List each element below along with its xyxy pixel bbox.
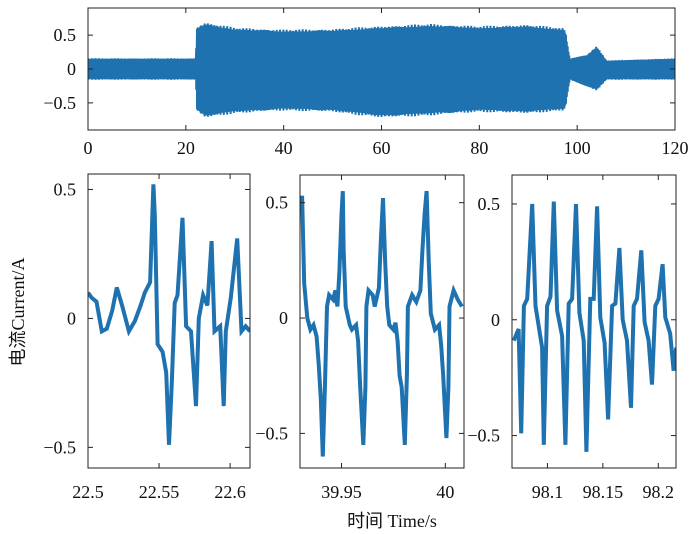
x-tick-label: 98.15 <box>583 482 624 502</box>
signal-line <box>88 184 250 445</box>
y-tick-label: 0.5 <box>478 194 501 214</box>
y-tick-label: 0 <box>67 308 76 328</box>
y-tick-label: 0 <box>279 308 288 328</box>
y-tick-label: 0.5 <box>54 25 77 45</box>
subplot-zoom-22.5: 22.5 22.55 22.6 0.5 0 −0.5 <box>43 173 251 502</box>
y-tick-label: 0 <box>67 59 76 79</box>
x-tick-label: 120 <box>662 138 689 158</box>
y-tick-label: 0.5 <box>266 193 289 213</box>
x-tick-label: 22.55 <box>139 482 180 502</box>
axes-box <box>87 173 251 469</box>
x-tick-label: 98.1 <box>532 482 564 502</box>
signal-line <box>512 201 676 452</box>
x-tick-label: 22.5 <box>72 482 104 502</box>
x-tick-label: 40 <box>436 482 454 502</box>
axes-box <box>511 174 677 469</box>
y-tick-label: −0.5 <box>255 423 288 443</box>
x-tick-label: 20 <box>177 138 195 158</box>
signal-line <box>300 190 464 457</box>
x-tick-label: 22.6 <box>214 482 246 502</box>
x-tick-label: 39.95 <box>321 482 362 502</box>
y-tick-label: −0.5 <box>467 426 500 446</box>
x-tick-label: 40 <box>275 138 293 158</box>
signal-envelope <box>88 24 675 116</box>
x-tick-label: 80 <box>470 138 488 158</box>
x-tick-label: 100 <box>564 138 591 158</box>
x-axis-label: 时间 Time/s <box>347 511 437 531</box>
x-tick-label: 98.2 <box>643 482 675 502</box>
axes-box <box>299 174 465 469</box>
x-tick-label: 0 <box>84 138 93 158</box>
y-tick-label: 0.5 <box>54 179 77 199</box>
y-tick-label: −0.5 <box>43 93 76 113</box>
subplot-zoom-39.95: 39.95 40 0.5 0 −0.5 <box>255 174 465 502</box>
y-tick-label: −0.5 <box>43 437 76 457</box>
y-axis-label: 电流Current/A <box>8 258 28 367</box>
y-tick-label: 0 <box>491 310 500 330</box>
x-tick-label: 60 <box>373 138 391 158</box>
subplot-overview: 0 20 40 60 80 100 120 0.5 0 −0.5 <box>43 7 689 158</box>
subplot-zoom-98.1: 98.1 98.15 98.2 0.5 0 −0.5 <box>467 174 677 502</box>
